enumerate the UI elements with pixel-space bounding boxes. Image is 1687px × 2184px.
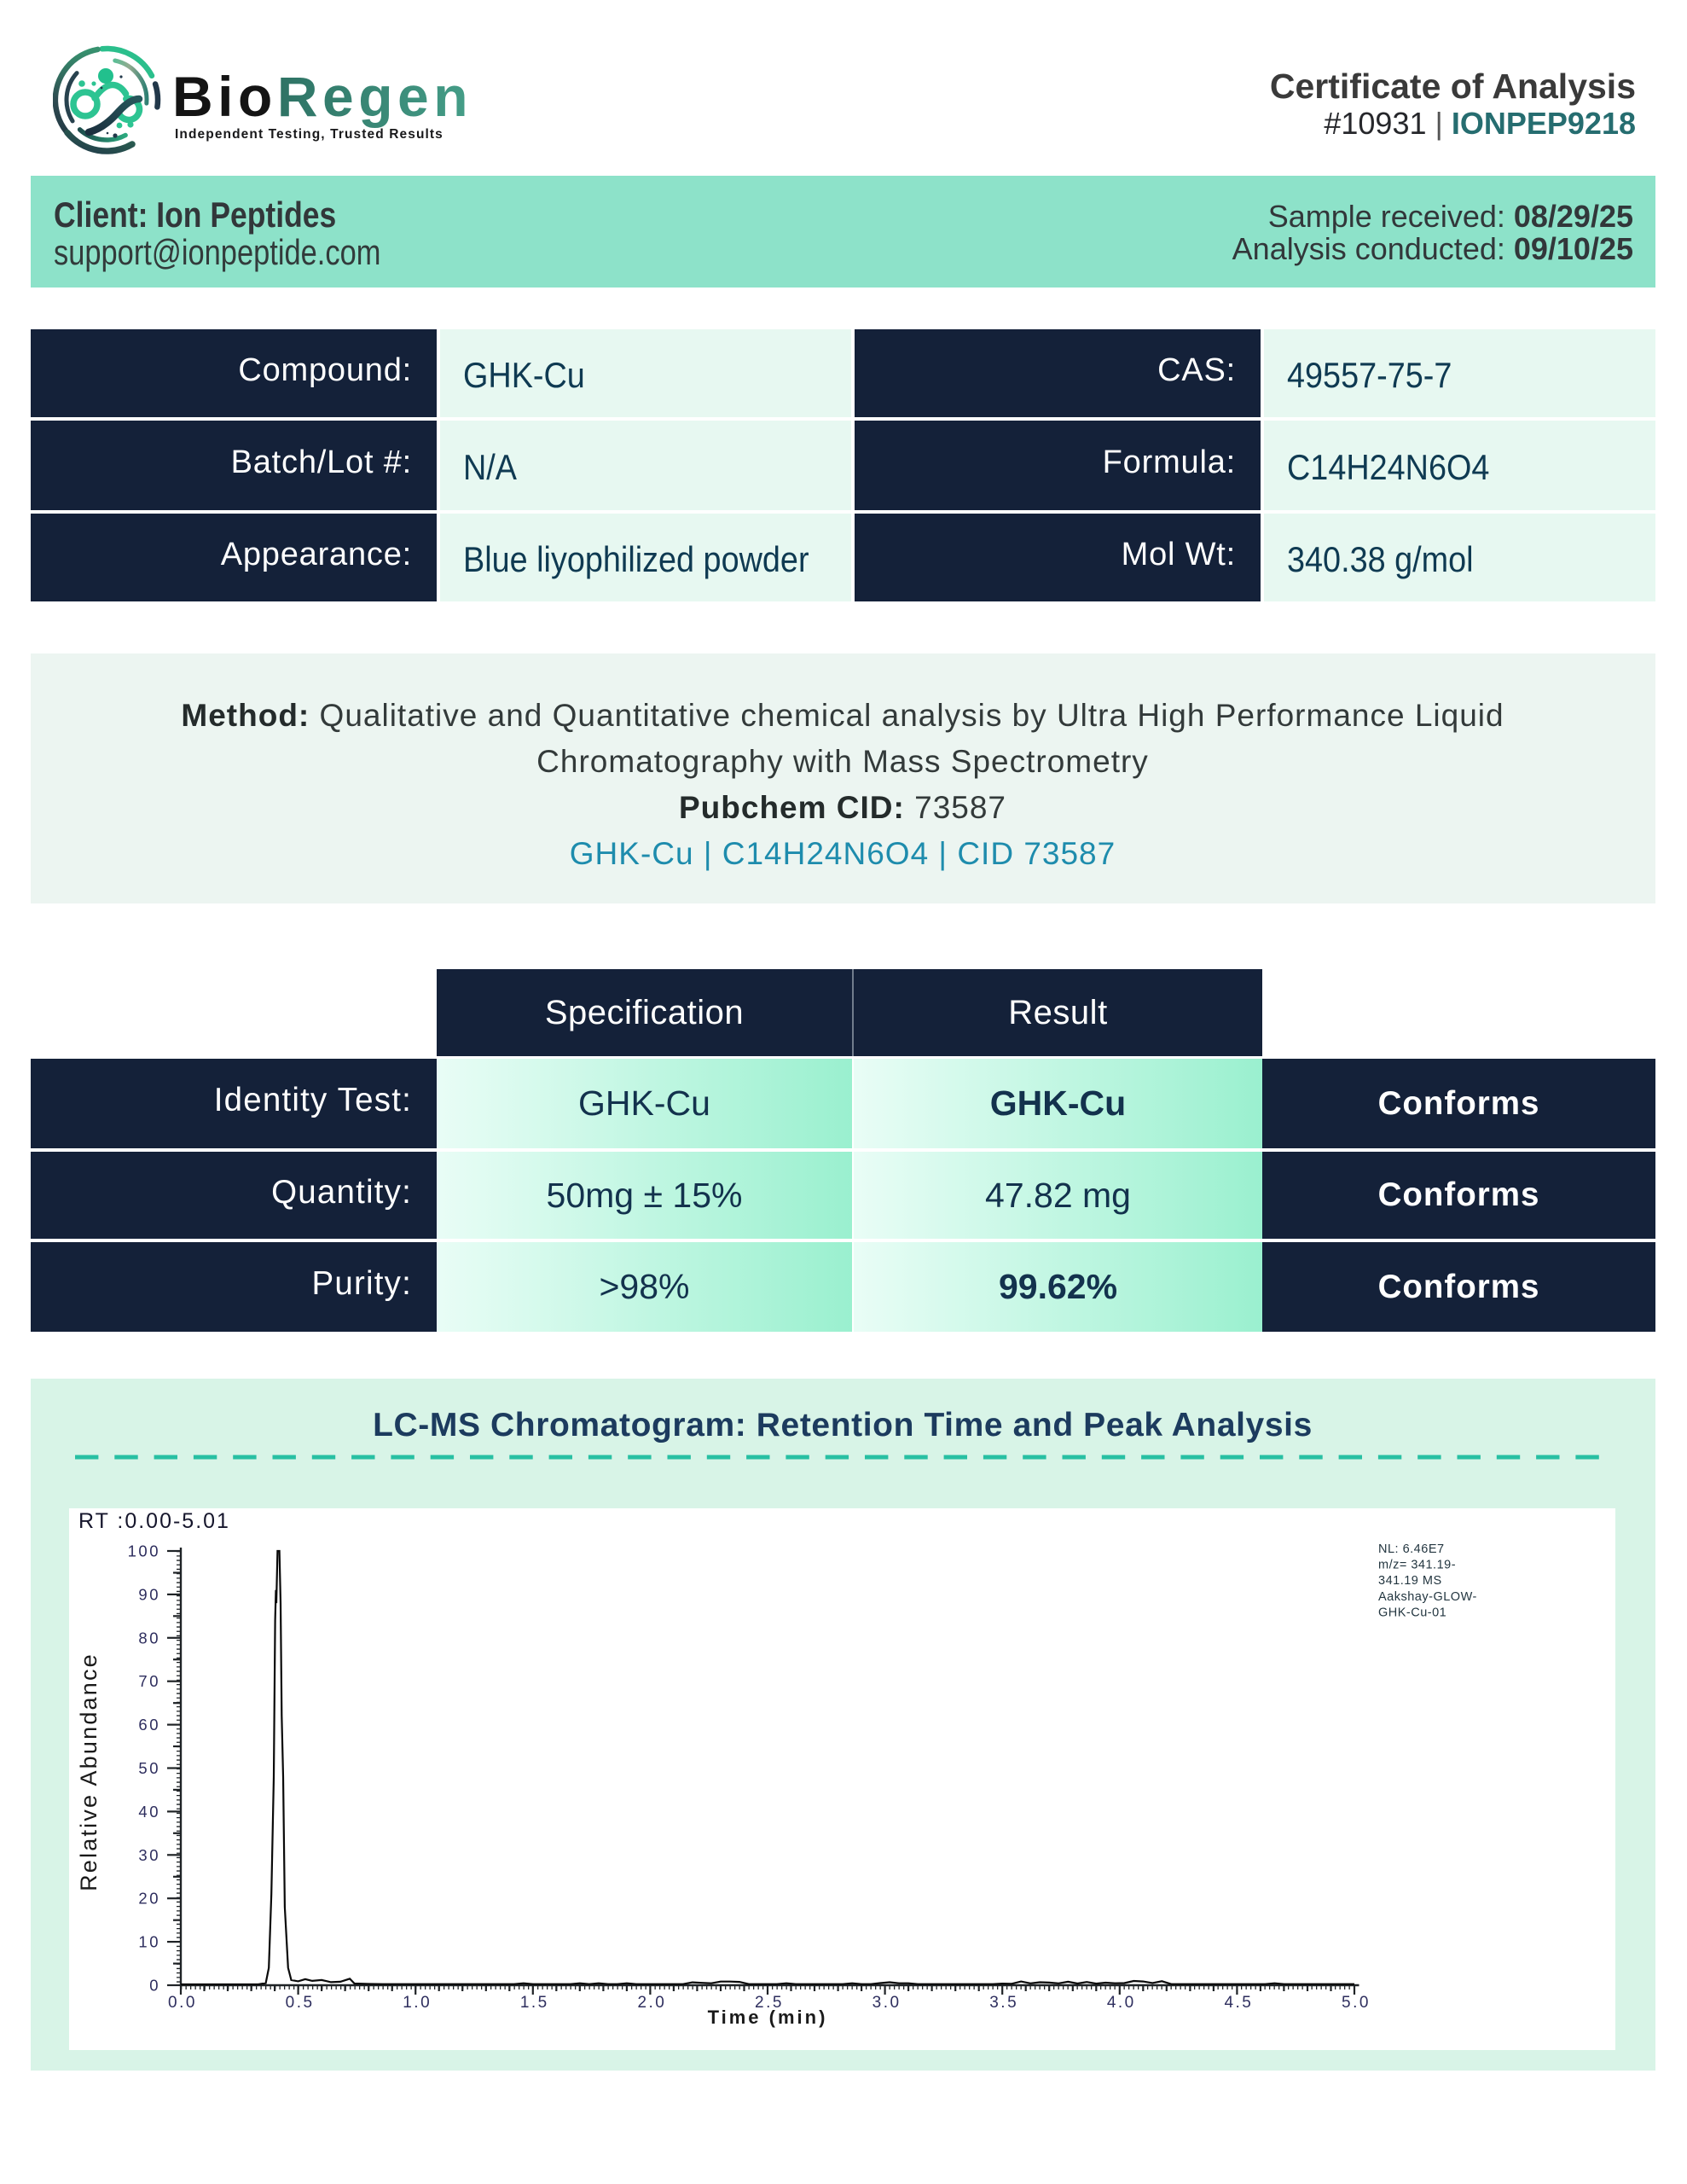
svg-text:5.0: 5.0 bbox=[1342, 1994, 1371, 2012]
svg-text:3.0: 3.0 bbox=[872, 1994, 901, 2012]
svg-text:50: 50 bbox=[138, 1759, 160, 1777]
svg-text:1.5: 1.5 bbox=[520, 1994, 549, 2012]
svg-text:Relative Abundance: Relative Abundance bbox=[76, 1653, 101, 1891]
svg-text:60: 60 bbox=[138, 1716, 160, 1734]
svg-text:m/z= 341.19-: m/z= 341.19- bbox=[1378, 1559, 1456, 1572]
svg-text:Time (min): Time (min) bbox=[708, 2007, 828, 2028]
svg-text:40: 40 bbox=[138, 1803, 160, 1821]
svg-text:0.0: 0.0 bbox=[168, 1994, 197, 2012]
svg-text:4.5: 4.5 bbox=[1224, 1994, 1253, 2012]
svg-text:341.19 MS: 341.19 MS bbox=[1378, 1574, 1442, 1588]
svg-text:100: 100 bbox=[128, 1542, 160, 1560]
svg-text:GHK-Cu-01: GHK-Cu-01 bbox=[1378, 1606, 1446, 1619]
svg-text:0: 0 bbox=[149, 1977, 160, 1995]
svg-text:0.5: 0.5 bbox=[286, 1994, 315, 2012]
svg-text:4.0: 4.0 bbox=[1107, 1994, 1136, 2012]
svg-text:20: 20 bbox=[138, 1890, 160, 1908]
svg-text:90: 90 bbox=[138, 1585, 160, 1603]
svg-text:70: 70 bbox=[138, 1672, 160, 1690]
svg-text:1.0: 1.0 bbox=[403, 1994, 432, 2012]
svg-text:2.5: 2.5 bbox=[755, 1994, 784, 2012]
svg-text:30: 30 bbox=[138, 1846, 160, 1864]
svg-text:10: 10 bbox=[138, 1933, 160, 1951]
svg-text:Aakshay-GLOW-: Aakshay-GLOW- bbox=[1378, 1590, 1477, 1604]
svg-text:RT :0.00-5.01: RT :0.00-5.01 bbox=[78, 1509, 230, 1533]
svg-text:NL: 6.46E7: NL: 6.46E7 bbox=[1378, 1542, 1445, 1556]
svg-text:2.0: 2.0 bbox=[637, 1994, 666, 2012]
svg-text:3.5: 3.5 bbox=[989, 1994, 1018, 2012]
svg-text:80: 80 bbox=[138, 1629, 160, 1647]
